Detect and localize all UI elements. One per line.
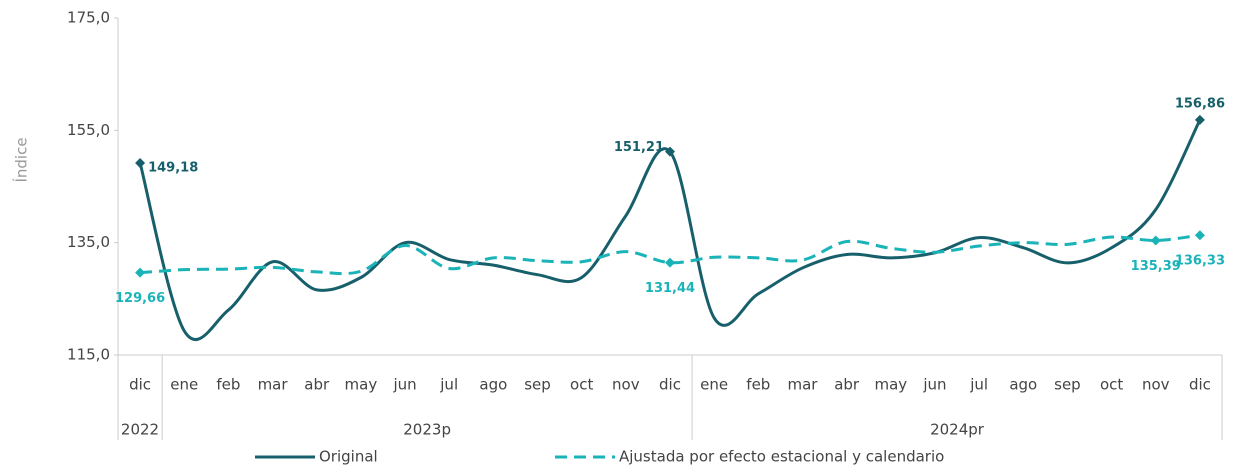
x-tick-label: ago [1009, 376, 1037, 394]
point-marker [1150, 235, 1161, 246]
series-line [139, 233, 1201, 276]
point-marker [1194, 230, 1205, 241]
y-axis-label: Índice [12, 137, 31, 182]
legend-label: Original [319, 448, 378, 466]
x-tick-label: oct [1100, 376, 1123, 394]
data-label: 151,21 [614, 140, 664, 155]
data-label: 129,66 [115, 291, 165, 306]
data-label: 131,44 [645, 281, 695, 296]
y-tick-label: 155,0 [67, 121, 110, 139]
group-label: 2022 [121, 421, 159, 439]
legend-label: Ajustada por efecto estacional y calenda… [619, 448, 944, 466]
point-marker [665, 257, 675, 268]
x-tick-label: ene [700, 376, 728, 394]
x-tick-label: mar [258, 376, 289, 394]
x-tick-label: mar [787, 376, 818, 394]
x-tick-label: may [345, 376, 378, 394]
x-tick-label: ago [479, 376, 507, 394]
x-tick-label: sep [524, 376, 551, 394]
x-tick-label: nov [612, 376, 640, 394]
x-tick-label: oct [570, 376, 593, 394]
x-tick-label: dic [659, 376, 681, 394]
group-label: 2023p [403, 421, 451, 439]
x-tick-label: jul [439, 376, 458, 394]
x-tick-label: abr [304, 376, 330, 394]
x-tick-label: feb [216, 376, 240, 394]
point-marker [135, 158, 146, 169]
data-label: 135,39 [1131, 259, 1181, 274]
x-tick-label: nov [1142, 376, 1170, 394]
x-tick-label: jun [392, 376, 416, 394]
y-tick-label: 115,0 [67, 346, 110, 364]
x-tick-label: may [874, 376, 907, 394]
point-marker [135, 267, 146, 278]
data-label: 156,86 [1175, 96, 1225, 111]
x-tick-label: dic [1189, 376, 1211, 394]
point-marker [665, 146, 675, 157]
x-tick-label: feb [746, 376, 770, 394]
group-label: 2024pr [930, 421, 985, 439]
x-tick-label: jul [969, 376, 988, 394]
x-tick-label: abr [834, 376, 860, 394]
y-tick-label: 175,0 [67, 9, 110, 27]
y-tick-label: 135,0 [67, 233, 110, 251]
data-label: 136,33 [1175, 254, 1225, 269]
x-tick-label: dic [129, 376, 151, 394]
point-marker [1194, 114, 1205, 125]
x-tick-label: ene [170, 376, 198, 394]
x-tick-label: jun [922, 376, 946, 394]
x-tick-label: sep [1054, 376, 1081, 394]
data-label: 149,18 [148, 161, 198, 176]
